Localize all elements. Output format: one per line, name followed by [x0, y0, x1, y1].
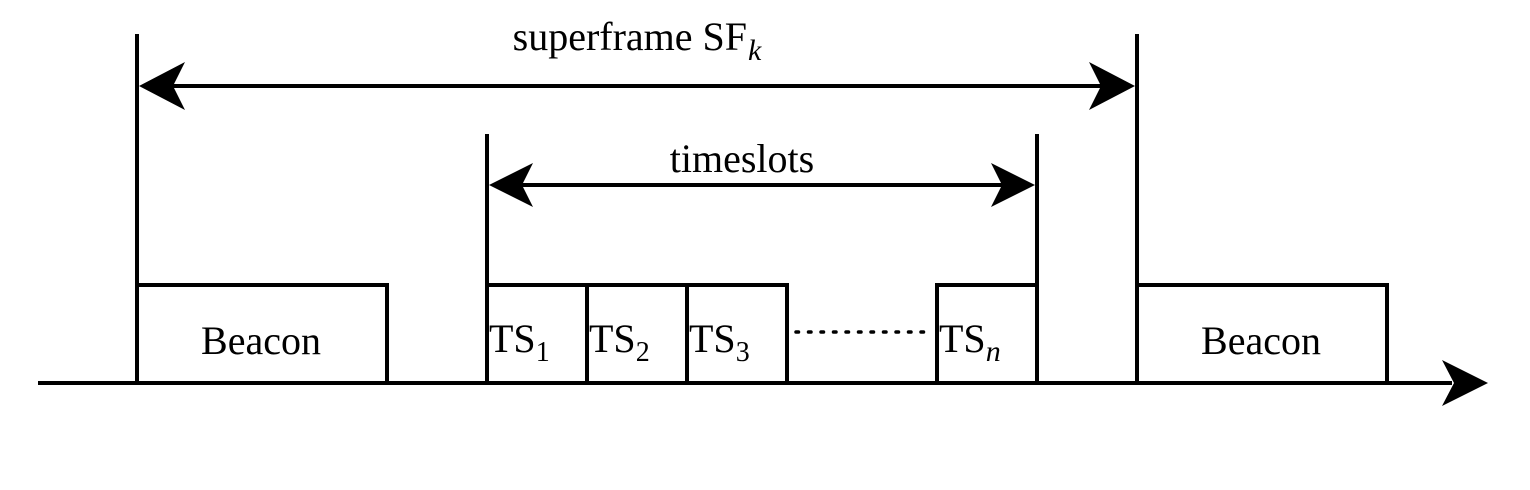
- time-axis-arrowhead: [1442, 360, 1488, 406]
- timeslot-2-box: TS2: [585, 283, 689, 385]
- beacon-right-box: Beacon: [1135, 283, 1389, 385]
- timeslot-1-box: TS1: [485, 283, 589, 385]
- beacon-left-box: Beacon: [135, 283, 389, 385]
- timeslot-3-box: TS3: [685, 283, 789, 385]
- timeslots-span-arrow: [489, 163, 1035, 207]
- superframe-span-arrow: [139, 62, 1135, 110]
- beacon-left-label: Beacon: [201, 318, 321, 363]
- superframe-label: superframe SFk: [513, 14, 762, 67]
- timeslot-3-label: TS3: [689, 316, 750, 368]
- beacon-right-label: Beacon: [1201, 318, 1321, 363]
- timeslot-1-label: TS1: [489, 316, 550, 368]
- timeslot-n-label: TSn: [939, 316, 1001, 368]
- timeslots-label: timeslots: [670, 136, 814, 181]
- timeslot-2-label: TS2: [589, 316, 650, 368]
- timeslot-n-box: TSn: [935, 283, 1039, 385]
